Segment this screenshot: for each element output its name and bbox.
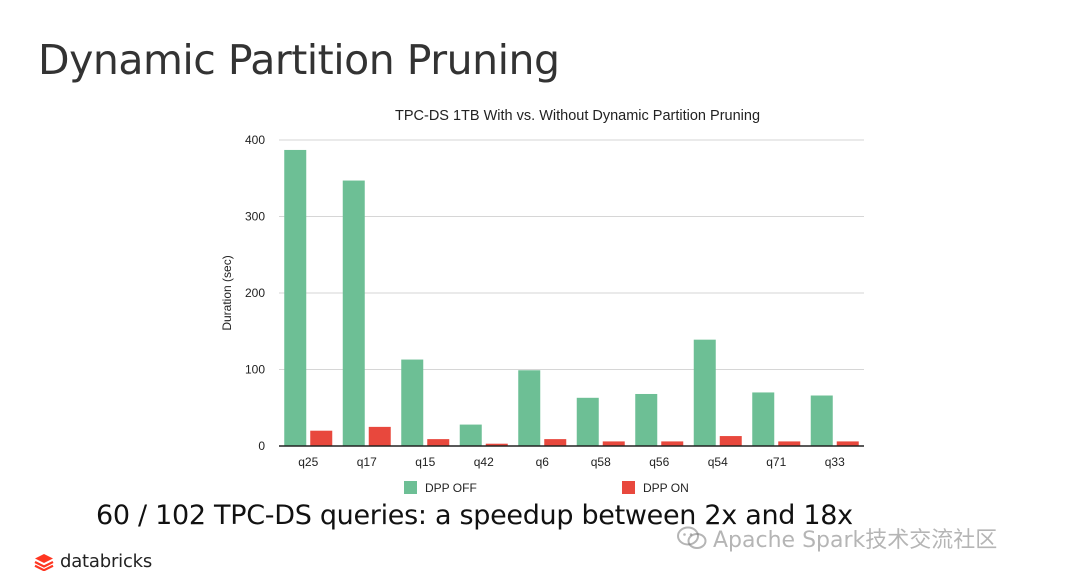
x-tick-label: q33 xyxy=(825,455,845,469)
x-tick-label: q71 xyxy=(766,455,786,469)
bar-dpp-off xyxy=(284,149,307,446)
x-tick-label: q42 xyxy=(474,455,494,469)
bar-dpp-on xyxy=(602,441,625,446)
y-tick-label: 400 xyxy=(245,133,265,147)
x-tick-label: q58 xyxy=(591,455,611,469)
brand: databricks xyxy=(34,551,152,572)
slide-subtitle: 60 / 102 TPC-DS queries: a speedup betwe… xyxy=(96,500,853,531)
watermark: Apache Spark技术交流社区 xyxy=(677,522,997,554)
slide-title: Dynamic Partition Pruning xyxy=(38,36,560,84)
bar-dpp-off xyxy=(459,424,482,446)
legend-swatch-dpp-off xyxy=(404,481,417,494)
x-tick-label: q56 xyxy=(649,455,669,469)
bar-dpp-on xyxy=(368,426,391,446)
bar-dpp-off xyxy=(810,395,833,446)
bar-dpp-off xyxy=(518,370,541,446)
watermark-text: Apache Spark技术交流社区 xyxy=(713,528,998,553)
bar-dpp-on xyxy=(427,439,450,446)
y-tick-label: 300 xyxy=(245,210,265,224)
bar-dpp-on xyxy=(310,430,333,446)
bar-dpp-on xyxy=(544,439,567,446)
bar-dpp-off xyxy=(576,397,599,446)
y-tick-label: 100 xyxy=(245,363,265,377)
bar-dpp-on xyxy=(661,441,684,446)
bar-dpp-off xyxy=(401,359,424,446)
wechat-icon xyxy=(677,526,707,549)
brand-name: databricks xyxy=(60,551,153,572)
x-tick-label: q25 xyxy=(298,455,318,469)
bar-dpp-on xyxy=(485,443,508,446)
x-tick-label: q6 xyxy=(536,455,550,469)
bar-dpp-off xyxy=(342,180,365,447)
databricks-logo-icon xyxy=(34,553,54,571)
bar-dpp-off xyxy=(752,392,775,446)
x-tick-label: q15 xyxy=(415,455,435,469)
bar-dpp-on xyxy=(836,441,859,446)
y-tick-label: 200 xyxy=(245,286,265,300)
bar-dpp-on xyxy=(778,441,801,446)
bar-dpp-off xyxy=(693,339,716,446)
legend-label: DPP ON xyxy=(643,481,689,495)
x-tick-label: q17 xyxy=(357,455,377,469)
legend-label: DPP OFF xyxy=(425,481,477,495)
bar-dpp-on xyxy=(719,436,742,446)
y-tick-label: 0 xyxy=(258,439,265,453)
y-axis-label: Duration (sec) xyxy=(220,255,234,330)
x-tick-label: q54 xyxy=(708,455,728,469)
chart-title: TPC-DS 1TB With vs. Without Dynamic Part… xyxy=(395,108,760,124)
bar-dpp-off xyxy=(635,393,658,446)
legend-swatch-dpp-on xyxy=(622,481,635,494)
